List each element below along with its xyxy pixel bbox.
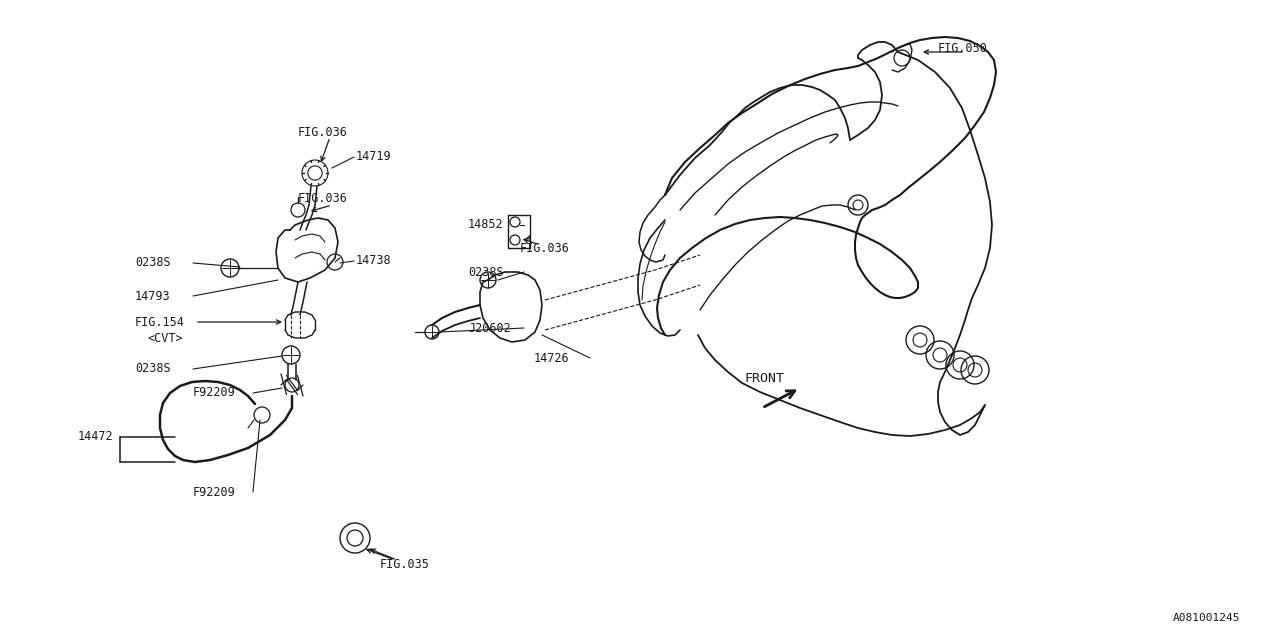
Text: 14726: 14726 xyxy=(534,351,570,365)
Text: 0238S: 0238S xyxy=(134,257,170,269)
Text: A081001245: A081001245 xyxy=(1172,613,1240,623)
Text: FRONT: FRONT xyxy=(745,371,785,385)
Text: 14719: 14719 xyxy=(356,150,392,163)
Text: <CVT>: <CVT> xyxy=(148,332,183,344)
Text: 0238S: 0238S xyxy=(468,266,503,278)
Text: FIG.035: FIG.035 xyxy=(380,559,430,572)
Text: FIG.036: FIG.036 xyxy=(520,241,570,255)
Text: F92209: F92209 xyxy=(193,486,236,499)
Text: 14793: 14793 xyxy=(134,289,170,303)
Text: 14472: 14472 xyxy=(78,431,114,444)
Text: F92209: F92209 xyxy=(193,387,236,399)
Text: 14738: 14738 xyxy=(356,255,392,268)
Text: FIG.050: FIG.050 xyxy=(938,42,988,54)
Text: FIG.154: FIG.154 xyxy=(134,316,184,328)
Text: 0238S: 0238S xyxy=(134,362,170,376)
Text: FIG.036: FIG.036 xyxy=(298,125,348,138)
Text: 14852: 14852 xyxy=(468,218,503,232)
Text: FIG.036: FIG.036 xyxy=(298,193,348,205)
Text: J20602: J20602 xyxy=(468,321,511,335)
